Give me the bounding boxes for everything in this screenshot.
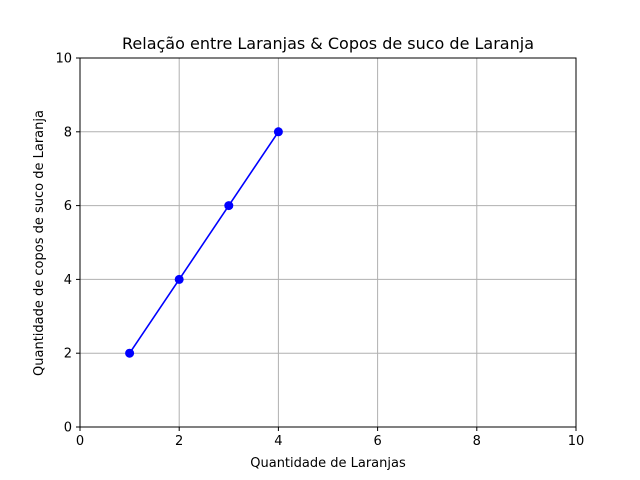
y-axis-label: Quantidade de copos de suco de Laranja [32,110,47,376]
y-tick-label: 10 [55,52,72,67]
y-tick-label: 6 [64,199,72,214]
data-point-marker [125,348,135,358]
y-tick-label: 8 [64,125,72,140]
x-tick-label: 0 [76,434,84,449]
x-axis-label: Quantidade de Laranjas [250,456,406,471]
data-point-marker [174,274,184,284]
x-tick-label: 6 [373,434,381,449]
series-line [128,131,280,354]
chart-title: Relação entre Laranjas & Copos de suco d… [122,34,534,53]
data-point-marker [273,127,283,137]
x-tick-label: 8 [473,434,481,449]
axis-ticks: 0 2 4 6 8 10 0 2 4 6 8 10 [55,52,584,450]
y-tick-label: 4 [64,273,72,288]
y-tick-label: 2 [64,347,72,362]
data-point-marker [224,201,234,211]
data-layer [125,127,283,358]
y-tick-label: 0 [64,421,72,436]
x-tick-label: 4 [274,434,282,449]
plot-area-frame [79,57,577,428]
x-tick-label: 2 [175,434,183,449]
x-tick-label: 10 [568,434,585,449]
